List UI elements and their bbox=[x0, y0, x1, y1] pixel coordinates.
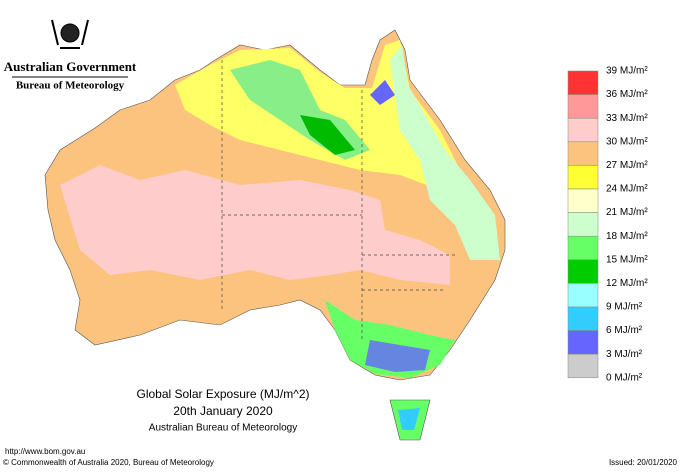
legend-swatch bbox=[567, 141, 599, 166]
legend-swatch bbox=[567, 188, 599, 213]
legend-label: 18 MJ/m² bbox=[606, 231, 648, 242]
legend-label: 39 MJ/m² bbox=[606, 66, 648, 77]
legend-label: 33 MJ/m² bbox=[606, 113, 648, 124]
map-source: Australian Bureau of Meteorology bbox=[149, 423, 297, 434]
map-date: 20th January 2020 bbox=[173, 404, 273, 418]
map-title: Global Solar Exposure (MJ/m^2) bbox=[136, 387, 309, 401]
legend-label: 21 MJ/m² bbox=[606, 207, 648, 218]
legend-swatch bbox=[567, 330, 599, 355]
emblem bbox=[51, 19, 89, 49]
legend-swatch bbox=[567, 235, 599, 261]
legend-label: 6 MJ/m² bbox=[606, 325, 643, 336]
legend-swatch bbox=[567, 212, 599, 237]
legend-label: 3 MJ/m² bbox=[606, 349, 643, 360]
legend-label: 27 MJ/m² bbox=[606, 160, 648, 171]
url: http://www.bom.gov.au bbox=[5, 447, 85, 456]
bureau: Bureau of Meteorology bbox=[16, 80, 125, 92]
legend-swatch bbox=[567, 306, 599, 331]
government: Australian Government bbox=[4, 59, 137, 74]
legend-swatch bbox=[567, 117, 599, 143]
legend-swatch bbox=[567, 353, 599, 379]
legend-label: 30 MJ/m² bbox=[606, 136, 648, 147]
copyright: © Commonwealth of Australia 2020, Bureau… bbox=[3, 458, 214, 467]
legend-label: 36 MJ/m² bbox=[606, 89, 648, 100]
legend-label: 12 MJ/m² bbox=[606, 278, 648, 289]
legend-swatch bbox=[567, 283, 599, 308]
australia-map bbox=[44, 29, 506, 441]
legend-swatch bbox=[567, 259, 599, 284]
legend-swatch bbox=[567, 94, 599, 119]
legend-swatch bbox=[567, 70, 599, 95]
legend-label: 0 MJ/m² bbox=[606, 372, 643, 383]
legend-label: 9 MJ/m² bbox=[606, 302, 643, 313]
legend-label: 24 MJ/m² bbox=[606, 184, 648, 195]
legend-label: 15 MJ/m² bbox=[606, 254, 648, 265]
legend-swatch bbox=[567, 165, 599, 190]
issued: Issued: 20/01/2020 bbox=[609, 458, 678, 467]
